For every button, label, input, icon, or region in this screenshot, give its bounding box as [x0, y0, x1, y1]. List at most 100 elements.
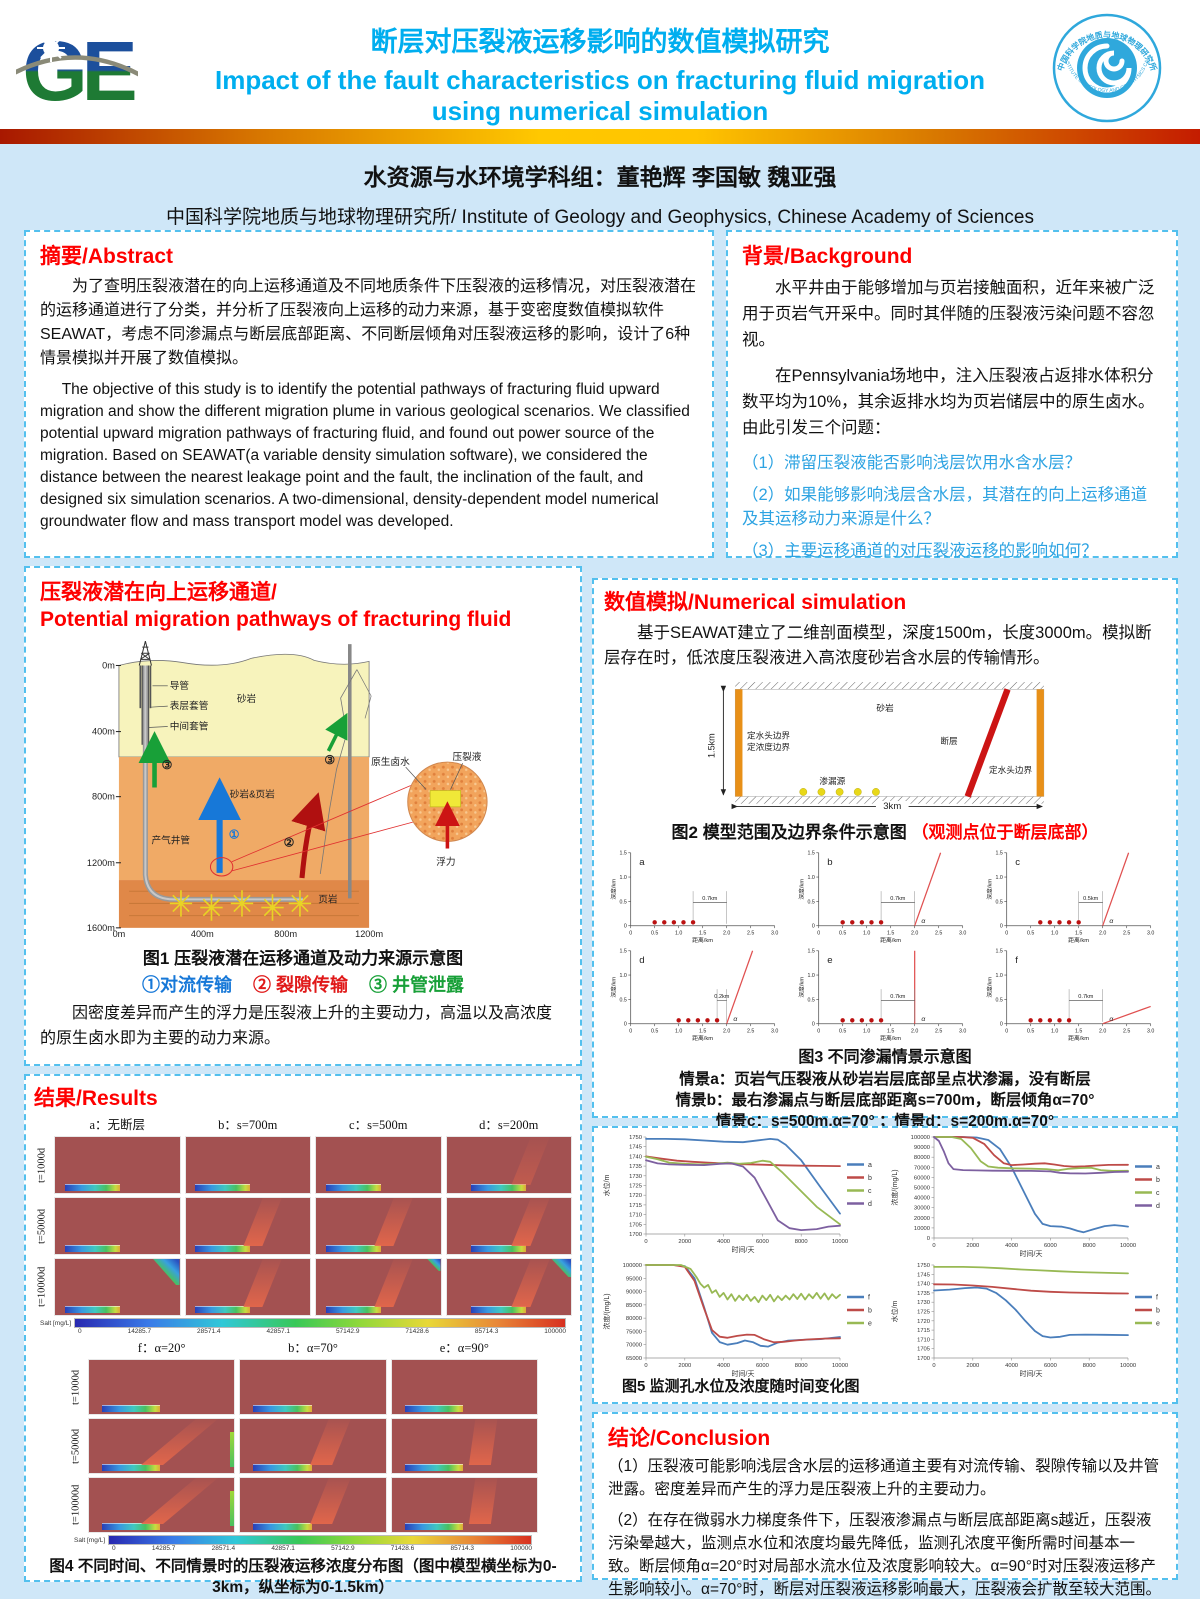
svg-text:0.5: 0.5 — [808, 899, 815, 905]
legend-well-leak: ③ 井管泄露 — [369, 975, 465, 995]
svg-text:3.0: 3.0 — [1147, 1028, 1154, 1034]
svg-text:0.5: 0.5 — [996, 997, 1003, 1003]
svg-text:3.0: 3.0 — [771, 930, 778, 936]
svg-text:60000: 60000 — [914, 1175, 930, 1181]
svg-text:90000: 90000 — [914, 1145, 930, 1151]
heatmap-panel — [239, 1477, 387, 1533]
legend-convection: ①对流传输 — [141, 975, 232, 995]
legend-fracture: ② 裂隙传输 — [252, 975, 348, 995]
svg-text:1.0: 1.0 — [675, 1028, 682, 1034]
svg-text:1.0: 1.0 — [863, 930, 870, 936]
column-header: e：α=90° — [439, 1341, 489, 1355]
svg-text:2000: 2000 — [966, 1363, 979, 1369]
svg-text:1750: 1750 — [917, 1263, 930, 1269]
svg-text:0.2km: 0.2km — [714, 994, 729, 1000]
svg-text:10000: 10000 — [914, 1226, 930, 1232]
figure1-cross-section: 0m 400m 800m 1200m 1600m 0m 400m 800m 12… — [87, 640, 488, 939]
svg-text:深度/km: 深度/km — [797, 977, 805, 998]
heatmap-panel — [184, 1258, 311, 1316]
svg-text:1.0: 1.0 — [620, 973, 627, 979]
conclusion-p2: （2）在存在微弱水力梯度条件下，压裂液渗漏点与断层底部距离s越近，压裂液污染晕越… — [608, 1512, 1161, 1598]
svg-text:时间/天: 时间/天 — [732, 1245, 755, 1254]
svg-text:1745: 1745 — [629, 1145, 642, 1151]
column-header: a：无断层 — [89, 1118, 146, 1132]
svg-text:1730: 1730 — [629, 1174, 642, 1180]
svg-text:1.5: 1.5 — [1075, 1028, 1082, 1034]
pathways-title-en: Potential migration pathways of fracturi… — [40, 608, 512, 631]
svg-text:b: b — [868, 1308, 872, 1315]
svg-text:95000: 95000 — [626, 1276, 642, 1282]
svg-text:65000: 65000 — [626, 1356, 642, 1362]
abstract-title: 摘要/Abstract — [40, 245, 174, 268]
svg-text:1730: 1730 — [917, 1300, 930, 1306]
svg-text:1705: 1705 — [917, 1347, 930, 1353]
background-question-3: （3）主要运移通道的对压裂液运移的影响如何？ — [742, 542, 1098, 560]
svg-text:20000: 20000 — [914, 1216, 930, 1222]
svg-text:6000: 6000 — [1044, 1243, 1057, 1249]
svg-text:0.5: 0.5 — [651, 930, 658, 936]
svg-text:1750: 1750 — [629, 1135, 642, 1141]
svg-text:0: 0 — [817, 1028, 820, 1034]
svg-text:1745: 1745 — [917, 1272, 930, 1278]
figure3-grid: 0 0.5 1.0 1.5 0 0.5 1.0 1.5 2.0 2.5 3.0 距离/km 深度/km 0… — [604, 847, 1166, 1041]
heatmap-panel — [445, 1258, 572, 1316]
svg-text:1.5km: 1.5km — [706, 733, 716, 758]
row-label: t=10000d — [70, 1484, 82, 1526]
svg-text:30000: 30000 — [914, 1206, 930, 1212]
column-header: c：s=500m — [349, 1118, 408, 1132]
svg-text:深度/km: 深度/km — [797, 879, 805, 900]
heatmap-panel — [88, 1477, 236, 1533]
row-label: t=5000d — [36, 1208, 48, 1244]
svg-text:1200m: 1200m — [355, 929, 383, 937]
svg-text:1.5: 1.5 — [699, 1028, 706, 1034]
heatmap-panel — [390, 1477, 538, 1533]
svg-text:0: 0 — [624, 924, 627, 930]
ge-logo: GE — [10, 18, 144, 123]
svg-text:c: c — [868, 1188, 872, 1195]
svg-text:断层: 断层 — [940, 735, 958, 746]
background-title: 背景/Background — [742, 245, 913, 268]
svg-text:10000: 10000 — [1120, 1363, 1136, 1369]
svg-text:6000: 6000 — [1044, 1363, 1057, 1369]
svg-text:0: 0 — [812, 1022, 815, 1028]
svg-text:b: b — [1156, 1308, 1160, 1315]
svg-text:深度/km: 深度/km — [609, 977, 617, 998]
heatmap-panel — [445, 1197, 572, 1255]
column-header: b：s=700m — [218, 1118, 278, 1132]
svg-text:时间/天: 时间/天 — [732, 1369, 755, 1378]
conclusion-title: 结论/Conclusion — [608, 1427, 771, 1450]
spiral-icon — [1082, 43, 1132, 93]
svg-text:1.5: 1.5 — [887, 1028, 894, 1034]
svg-text:e: e — [868, 1321, 872, 1328]
pathways-note: 因密度差异而产生的浮力是压裂液上升的主要动力，高温以及高浓度的原生卤水即为主要的… — [40, 1005, 553, 1047]
svg-text:时间/天: 时间/天 — [1020, 1369, 1043, 1378]
svg-text:0.5: 0.5 — [620, 899, 627, 905]
svg-text:1705: 1705 — [629, 1222, 642, 1228]
svg-text:0: 0 — [624, 1022, 627, 1028]
svg-text:80000: 80000 — [626, 1316, 642, 1322]
svg-text:f: f — [1015, 955, 1018, 966]
svg-text:8000: 8000 — [795, 1363, 808, 1369]
svg-text:0.5: 0.5 — [1027, 1028, 1034, 1034]
svg-text:1715: 1715 — [917, 1328, 930, 1334]
heatmap-panel — [315, 1258, 442, 1316]
colorbar-label: Salt [mg/L] — [40, 1319, 72, 1327]
heatmap-panel — [315, 1197, 442, 1255]
poster-title-en-line1: Impact of the fault characteristics on f… — [215, 65, 985, 95]
svg-text:800m: 800m — [274, 929, 297, 937]
svg-text:α: α — [1109, 1016, 1113, 1023]
svg-text:800m: 800m — [92, 792, 115, 802]
heatmap-panel — [184, 1136, 311, 1194]
svg-text:80000: 80000 — [914, 1155, 930, 1161]
institute-line: 中国科学院地质与地球物理研究所/ Institute of Geology an… — [166, 207, 1034, 228]
svg-text:1.5: 1.5 — [808, 851, 815, 857]
svg-text:70000: 70000 — [626, 1343, 642, 1349]
svg-text:3.0: 3.0 — [959, 1028, 966, 1034]
svg-text:渗漏源: 渗漏源 — [819, 775, 845, 786]
heatmap-panel — [239, 1359, 387, 1415]
svg-text:产气井管: 产气井管 — [151, 834, 190, 846]
svg-text:定浓度边界: 定浓度边界 — [747, 741, 790, 752]
figure5-caption: 图5 监测孔水位及浓度随时间变化图 — [622, 1378, 860, 1395]
svg-text:4000: 4000 — [1005, 1243, 1018, 1249]
column-header: f：α=20° — [137, 1341, 186, 1355]
